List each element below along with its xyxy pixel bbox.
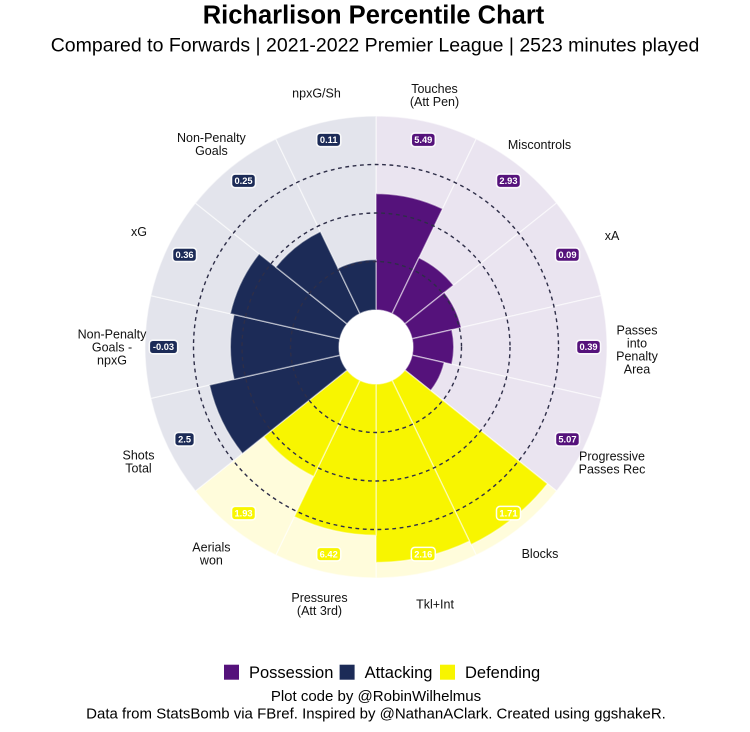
svg-text:Goals -: Goals - xyxy=(92,340,132,354)
svg-text:-0.03: -0.03 xyxy=(153,342,174,352)
svg-text:Aerials: Aerials xyxy=(192,540,230,554)
svg-text:0.36: 0.36 xyxy=(175,250,193,260)
svg-text:Shots: Shots xyxy=(123,449,155,463)
svg-text:Penalty: Penalty xyxy=(616,350,658,364)
svg-text:Pressures: Pressures xyxy=(291,591,347,605)
svg-text:Richarlison Percentile Chart: Richarlison Percentile Chart xyxy=(203,2,545,30)
svg-text:Area: Area xyxy=(624,363,650,377)
svg-text:5.07: 5.07 xyxy=(558,434,576,444)
svg-text:won: won xyxy=(199,553,223,567)
svg-text:Tkl+Int: Tkl+Int xyxy=(416,597,454,611)
svg-text:Touches: Touches xyxy=(411,82,458,96)
svg-text:0.09: 0.09 xyxy=(558,250,576,260)
svg-text:6.42: 6.42 xyxy=(320,549,338,559)
svg-text:xA: xA xyxy=(605,229,620,243)
svg-text:Data from StatsBomb via FBref.: Data from StatsBomb via FBref. Inspired … xyxy=(86,706,666,723)
svg-text:npxG: npxG xyxy=(97,353,127,367)
svg-text:into: into xyxy=(627,337,647,351)
svg-text:Attacking: Attacking xyxy=(365,664,433,682)
svg-text:0.11: 0.11 xyxy=(320,135,338,145)
svg-text:(Att Pen): (Att Pen) xyxy=(410,95,459,109)
svg-text:Compared to Forwards | 2021-20: Compared to Forwards | 2021-2022 Premier… xyxy=(51,35,700,57)
svg-text:Plot code by @RobinWilhelmus: Plot code by @RobinWilhelmus xyxy=(271,688,481,705)
svg-text:1.71: 1.71 xyxy=(499,508,517,518)
svg-text:Possession: Possession xyxy=(249,664,333,682)
svg-text:(Att 3rd): (Att 3rd) xyxy=(297,604,342,618)
svg-text:Total: Total xyxy=(125,462,151,476)
svg-text:Passes Rec: Passes Rec xyxy=(579,463,646,477)
svg-text:Non-Penalty: Non-Penalty xyxy=(177,131,247,145)
svg-text:Miscontrols: Miscontrols xyxy=(508,138,571,152)
svg-text:Progressive: Progressive xyxy=(579,450,645,464)
svg-text:0.25: 0.25 xyxy=(234,176,252,186)
svg-text:Defending: Defending xyxy=(465,664,540,682)
svg-text:Non-Penalty: Non-Penalty xyxy=(78,327,148,341)
svg-text:npxG/Sh: npxG/Sh xyxy=(292,86,341,100)
svg-text:Blocks: Blocks xyxy=(522,547,559,561)
svg-text:Passes: Passes xyxy=(617,324,658,338)
svg-text:5.49: 5.49 xyxy=(414,135,432,145)
svg-text:1.93: 1.93 xyxy=(234,508,252,518)
svg-text:Goals: Goals xyxy=(195,144,228,158)
svg-text:2.5: 2.5 xyxy=(178,434,191,444)
svg-text:0.39: 0.39 xyxy=(579,342,597,352)
svg-text:2.93: 2.93 xyxy=(499,176,517,186)
svg-text:2.16: 2.16 xyxy=(414,549,432,559)
svg-text:xG: xG xyxy=(131,225,147,239)
